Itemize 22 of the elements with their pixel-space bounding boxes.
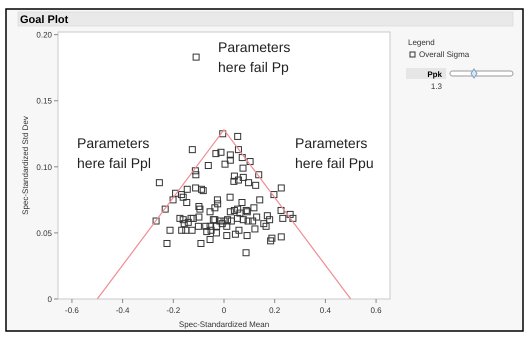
y-tick-label: 0.20 [36,30,53,40]
x-tick-label: 0 [222,306,227,315]
y-tick-label: 0.10 [36,162,53,172]
annotation: Parameters here fail Ppu [295,135,374,171]
y-axis-title: Spec-Standardized Std Dev [21,116,30,215]
y-tick-label: 0.15 [36,96,53,106]
text: Ppk [427,70,443,79]
x-tick-label: 0.4 [320,306,332,315]
x-tick-label: -0.6 [65,306,80,315]
legend-label: Overall Sigma [419,50,470,59]
text: 1.3 [430,82,443,91]
x-tick-label: -0.2 [166,306,181,315]
x-tick-label: 0.6 [370,306,382,315]
x-axis-title: Spec-Standardized Mean [178,320,270,329]
annotation: Parameters here fail Pp [218,39,290,75]
y-tick-label: 0 [48,295,53,304]
annotation: Parameters here fail Ppl [77,135,151,171]
legend-title: Legend [408,38,435,47]
y-tick-label: 0.05 [36,228,53,238]
x-tick-label: -0.4 [116,306,130,315]
chart-title: Goal Plot [20,14,69,26]
x-tick-label: 0.2 [269,306,281,315]
